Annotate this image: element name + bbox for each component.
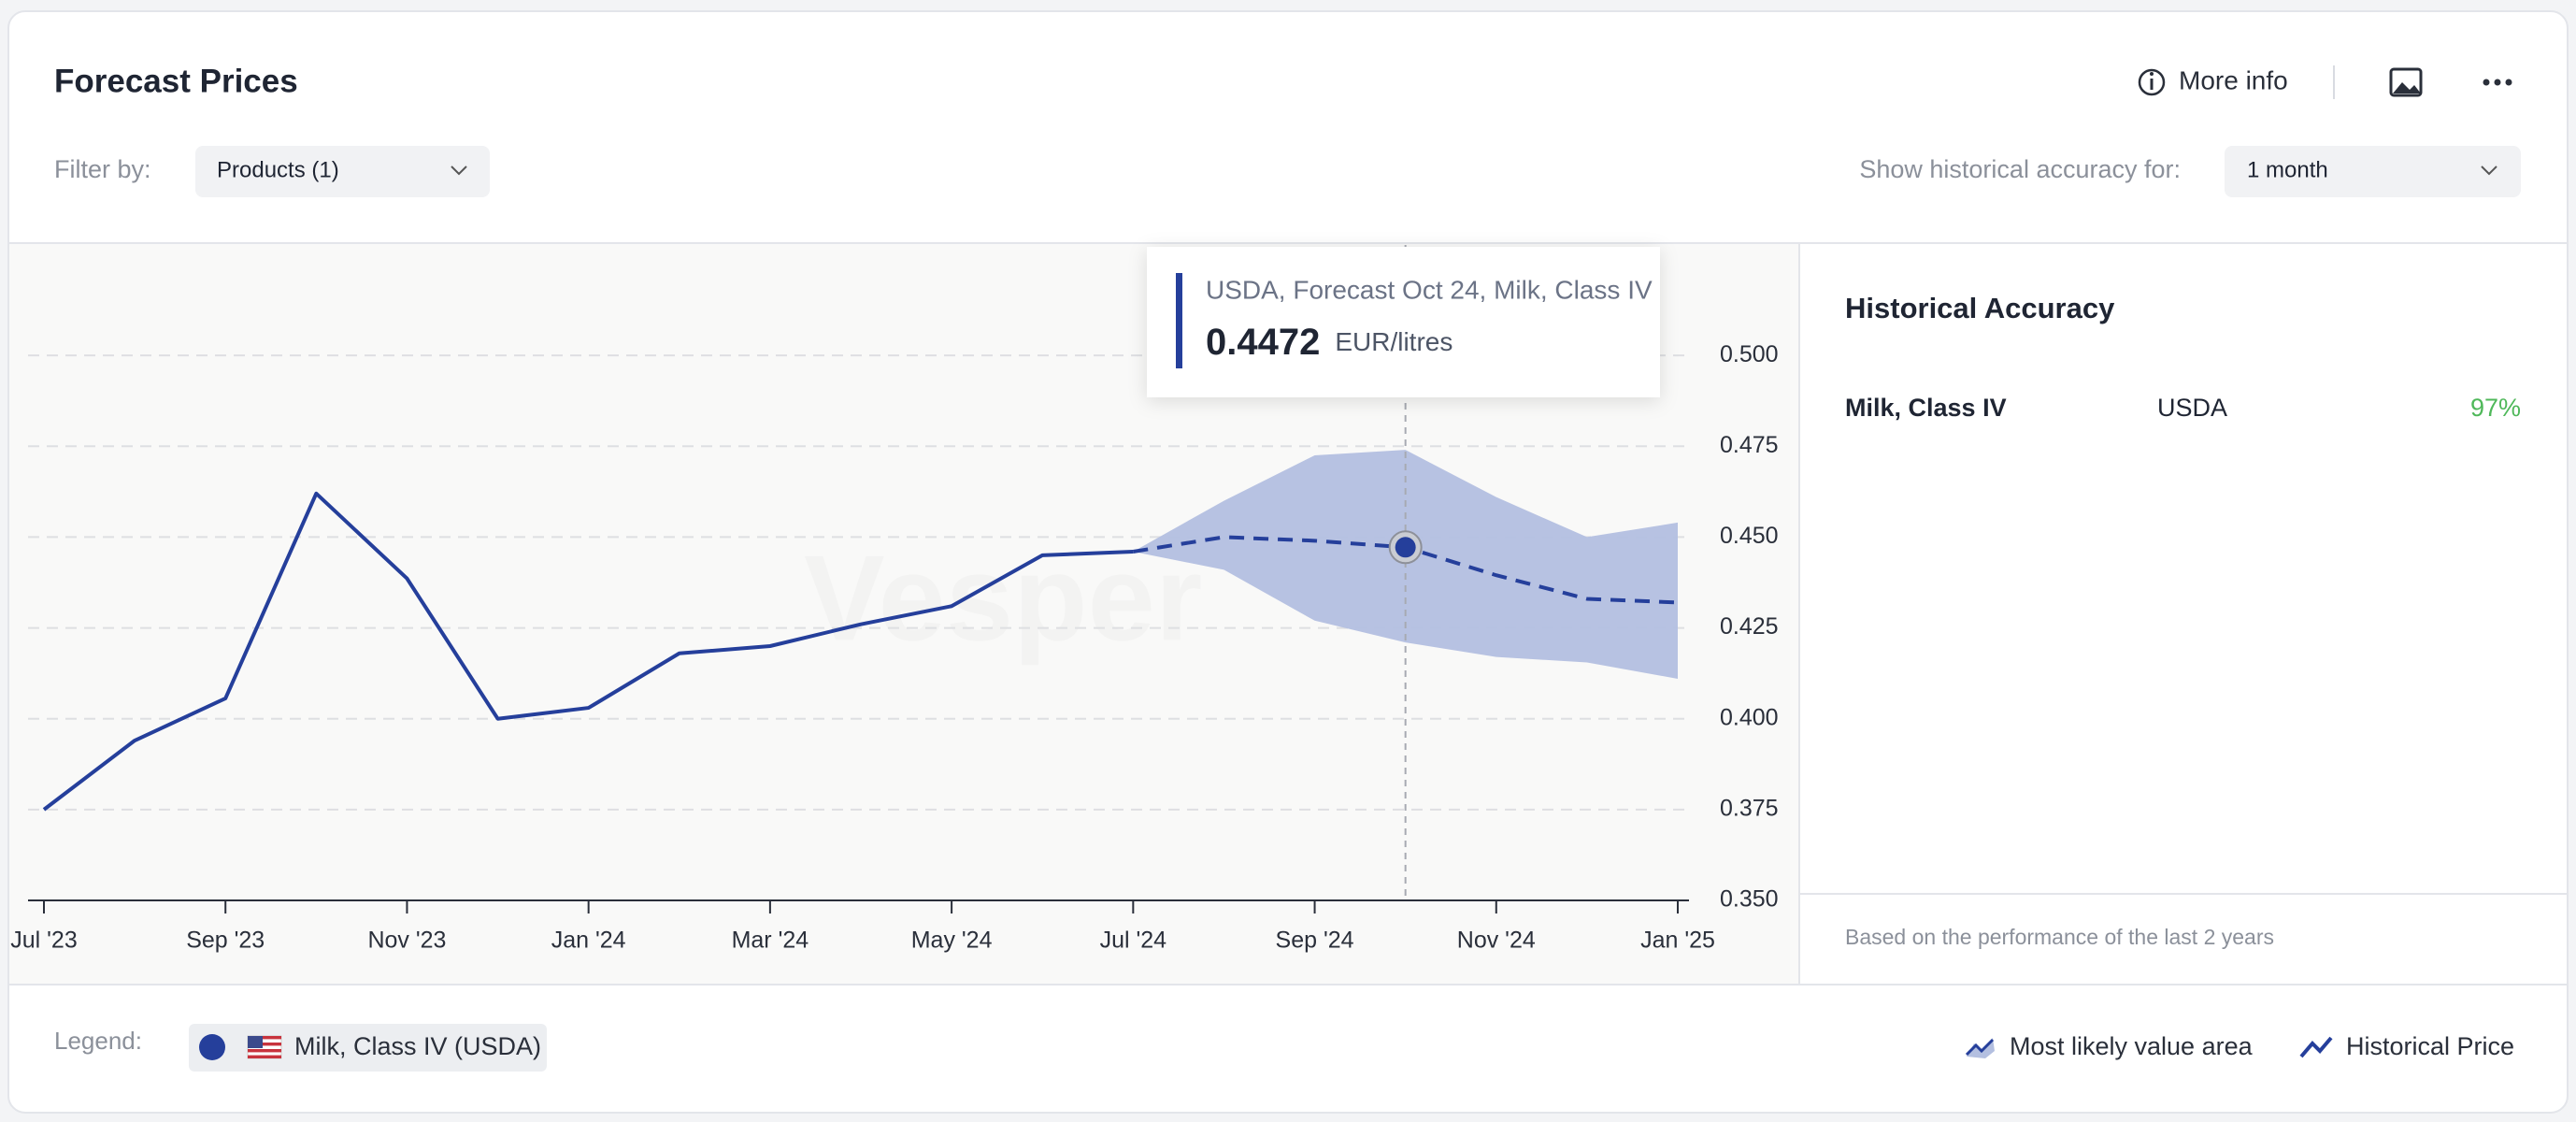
accuracy-note: Based on the performance of the last 2 y… [1845, 925, 2274, 949]
info-icon-dot [2150, 72, 2154, 76]
legend-label: Legend: [54, 1027, 142, 1055]
legend-historical: Historical Price [2346, 1032, 2514, 1060]
line-legend-icon [2299, 1036, 2333, 1058]
image-button[interactable] [2389, 67, 2423, 97]
dropdown-box[interactable] [2225, 146, 2521, 197]
dropdown-value[interactable]: Products (1) [217, 157, 339, 182]
y-tick-label: 0.500 [1720, 341, 1779, 367]
image-icon-mountain [2393, 82, 2421, 94]
x-tick-label: Nov '24 [1457, 928, 1536, 954]
flag-stripe [248, 1036, 281, 1040]
chevron [2481, 165, 2497, 176]
flag-stripe [248, 1049, 281, 1053]
legend-product[interactable]: Milk, Class IV (USDA) [294, 1032, 541, 1060]
tooltip-box [1147, 247, 1660, 397]
filter-label: Filter by: [54, 155, 151, 183]
y-tick-label: 0.475 [1720, 432, 1779, 458]
tooltip-bar [1176, 273, 1182, 368]
accuracy-product: Milk, Class IV [1845, 394, 2007, 422]
tooltip-title: USDA, Forecast Oct 24, Milk, Class IV [1206, 275, 1653, 304]
tooltip-unit: EUR/litres [1335, 327, 1453, 356]
title: Forecast Prices [54, 63, 298, 99]
dot [2494, 79, 2501, 86]
flag-stripe [248, 1043, 281, 1046]
flag-icon [247, 1035, 282, 1059]
y-tick-label: 0.375 [1720, 795, 1779, 821]
plot: Vesper0.3500.3750.4000.4250.4500.4750.50… [10, 245, 1779, 954]
legend-band: Most likely value area [2010, 1032, 2254, 1060]
dropdown-box[interactable] [195, 146, 490, 197]
x-tick-label: Mar '24 [732, 928, 809, 954]
legend-marker [199, 1034, 225, 1060]
dot [2483, 79, 2490, 86]
accuracy-title: Historical Accuracy [1845, 292, 2115, 324]
more-info-button[interactable]: More info [2138, 65, 2288, 96]
x-tick-label: May '24 [911, 928, 993, 954]
menu-button[interactable] [2483, 79, 2512, 86]
x-tick-label: Sep '23 [186, 928, 265, 954]
y-tick-label: 0.350 [1720, 886, 1779, 913]
dot [2505, 79, 2512, 86]
x-tick-label: Jan '25 [1640, 928, 1715, 954]
highlight-point [1395, 537, 1416, 558]
chevron [451, 165, 467, 176]
x-tick-label: Sep '24 [1276, 928, 1354, 954]
accuracy-source: USDA [2157, 394, 2227, 422]
x-tick-label: Jul '24 [1100, 928, 1167, 954]
y-tick-label: 0.400 [1720, 704, 1779, 730]
tooltip-value: 0.4472 [1206, 322, 1320, 363]
products-dropdown[interactable]: Products (1) [195, 146, 490, 197]
info-icon [2138, 68, 2166, 96]
flag-stripe [248, 1055, 281, 1058]
flag-canton [248, 1036, 263, 1048]
band-legend-icon-line [1965, 1038, 1995, 1057]
x-tick-label: Jul '23 [10, 928, 77, 954]
y-tick-label: 0.425 [1720, 613, 1779, 640]
x-tick-label: Nov '23 [367, 928, 446, 954]
image-icon [2389, 67, 2423, 97]
x-tick-label: Jan '24 [551, 928, 626, 954]
history-line [42, 491, 1134, 812]
period-dropdown[interactable]: 1 month [2225, 146, 2521, 197]
more-info[interactable]: More info [2179, 65, 2288, 94]
dropdown-value[interactable]: 1 month [2247, 157, 2328, 182]
tooltip-value-line: 0.4472 EUR/litres [1206, 322, 1453, 363]
y-tick-label: 0.450 [1720, 523, 1779, 549]
tooltip: USDA, Forecast Oct 24, Milk, Class IV 0.4… [1147, 247, 1660, 397]
accuracy-value: 97% [2470, 394, 2521, 422]
accuracy-label: Show historical accuracy for: [1859, 155, 2181, 183]
